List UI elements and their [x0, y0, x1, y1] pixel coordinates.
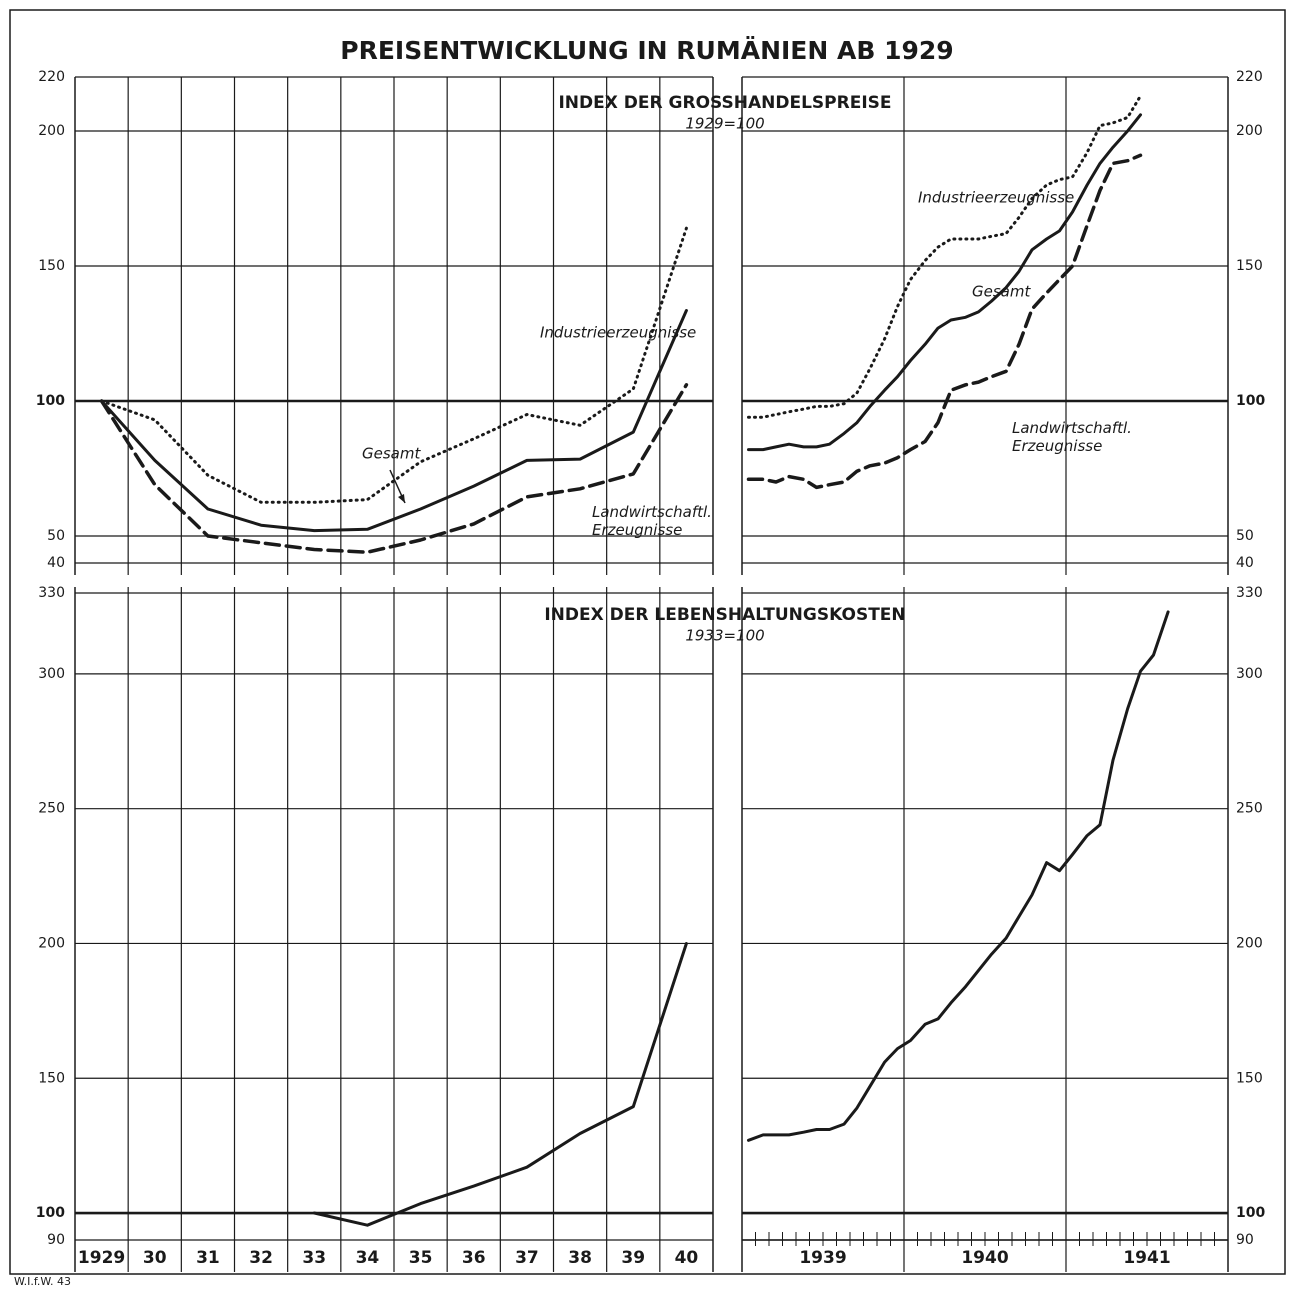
x-tick-label: 30	[143, 1248, 167, 1268]
x-tick-label: 40	[675, 1248, 699, 1268]
y-tick-label: 150	[38, 1070, 65, 1086]
y-tick-label: 40	[1236, 555, 1254, 571]
y-tick-label: 90	[1236, 1232, 1254, 1248]
source: W.I.f.W. 43	[14, 1275, 71, 1288]
x-tick-label: 36	[462, 1248, 486, 1268]
y-tick-label: 300	[1236, 666, 1263, 682]
y-tick-label: 100	[36, 393, 65, 409]
series-line	[312, 942, 688, 1227]
y-tick-label: 330	[38, 585, 65, 601]
y-tick-label: 220	[1236, 69, 1263, 85]
x-tick-label: 1941	[1123, 1248, 1170, 1268]
y-tick-label: 200	[1236, 123, 1263, 139]
series-line	[747, 610, 1170, 1142]
series-line	[100, 226, 688, 504]
series-line	[100, 309, 688, 533]
y-tick-label: 300	[38, 666, 65, 682]
panel-title: INDEX DER LEBENSHALTUNGSKOSTEN	[544, 605, 905, 625]
x-tick-label: 35	[409, 1248, 433, 1268]
x-tick-label: 1940	[961, 1248, 1008, 1268]
y-tick-label: 50	[47, 528, 65, 544]
y-tick-label: 150	[1236, 1070, 1263, 1086]
frame	[9, 9, 1286, 1275]
x-tick-label: 39	[621, 1248, 645, 1268]
y-tick-label: 200	[1236, 935, 1263, 951]
series-label: Gesamt	[972, 283, 1031, 301]
y-tick-label: 150	[1236, 258, 1263, 274]
series-line	[99, 383, 689, 554]
series-label: Gesamt	[362, 445, 421, 463]
series-label: Industrieerzeugnisse	[540, 324, 696, 342]
x-tick-label: 32	[249, 1248, 273, 1268]
y-tick-label: 100	[36, 1205, 65, 1221]
arrow-head	[398, 494, 405, 503]
y-tick-label: 50	[1236, 528, 1254, 544]
x-tick-label: 1929	[78, 1248, 125, 1268]
y-tick-label: 100	[1236, 393, 1265, 409]
series-label: Industrieerzeugnisse	[918, 189, 1074, 207]
x-tick-label: 33	[302, 1248, 326, 1268]
y-tick-label: 250	[1236, 801, 1263, 817]
panel-subtitle: 1929=100	[685, 115, 764, 133]
x-tick-label: 38	[568, 1248, 592, 1268]
y-tick-label: 100	[1236, 1205, 1265, 1221]
series-line	[746, 153, 1143, 490]
y-tick-label: 250	[38, 801, 65, 817]
x-tick-label: 34	[356, 1248, 380, 1268]
panel-title: INDEX DER GROSSHANDELSPREISE	[558, 93, 891, 113]
series-line	[747, 113, 1142, 452]
chart-title: PREISENTWICKLUNG IN RUMÄNIEN AB 1929	[340, 35, 953, 65]
y-tick-label: 200	[38, 123, 65, 139]
y-tick-label: 150	[38, 258, 65, 274]
y-tick-label: 220	[38, 69, 65, 85]
y-tick-label: 330	[1236, 585, 1263, 601]
series-label: Landwirtschaftl. Erzeugnisse	[592, 503, 712, 539]
y-tick-label: 200	[38, 935, 65, 951]
y-tick-label: 90	[47, 1232, 65, 1248]
y-tick-label: 40	[47, 555, 65, 571]
x-tick-label: 1939	[799, 1248, 846, 1268]
x-tick-label: 37	[515, 1248, 539, 1268]
series-label: Landwirtschaftl. Erzeugnisse	[1012, 419, 1132, 455]
panel-subtitle: 1933=100	[685, 627, 764, 645]
x-tick-label: 31	[196, 1248, 220, 1268]
series-line	[747, 94, 1142, 419]
